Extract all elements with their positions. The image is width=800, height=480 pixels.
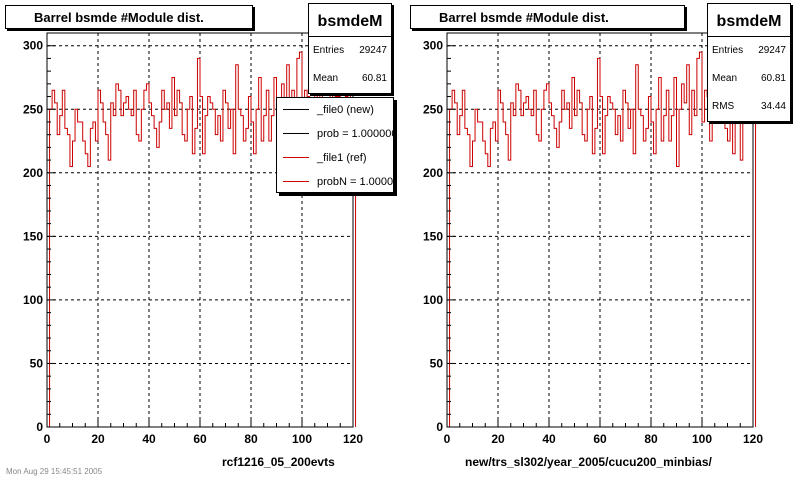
left-xtick-label-5: 100 <box>292 432 312 446</box>
left-stats-name: bsmdeM <box>309 4 391 37</box>
left-stats-mean-label: Mean <box>313 73 339 84</box>
right-stats-mean-row: Mean 60.81 <box>708 65 790 93</box>
right-stats-mean-value: 60.81 <box>760 73 786 84</box>
left-xtick-label-0: 0 <box>44 432 51 446</box>
left-pad: 0 20 40 60 80 100 120 0 50 100 150 200 250 300 Barrel… <box>5 3 394 469</box>
right-stats-entries-label: Entries <box>712 45 744 56</box>
right-stats-mean-label: Mean <box>712 73 738 84</box>
left-ytick-label-0: 0 <box>36 420 43 434</box>
footer-timestamp: Mon Aug 29 15:45:51 2005 <box>6 467 103 476</box>
right-stats-name: bsmdeM <box>708 4 790 37</box>
right-pad: 0 20 40 60 80 100 120 0 50 100 150 200 250 300 Barrel… <box>400 0 800 480</box>
legend-swatch-probn <box>283 181 309 182</box>
left-xtick-label-6: 120 <box>343 432 363 446</box>
right-ytick-label-0: 0 <box>436 420 443 434</box>
left-xtick-label-3: 60 <box>193 432 207 446</box>
legend-label-prob: prob = 1.000000 <box>317 128 394 140</box>
right-xtick-label-6: 120 <box>743 432 763 446</box>
left-ytick-label-1: 50 <box>30 356 44 370</box>
left-ytick-label-5: 250 <box>23 102 43 116</box>
left-legend: _file0 (new) prob = 1.000000 _file1 (ref… <box>276 97 394 193</box>
right-ytick-label-1: 50 <box>430 356 444 370</box>
legend-label-probn: probN = 1.000000 <box>317 176 394 188</box>
left-ytick-label-3: 150 <box>23 229 43 243</box>
right-ytick-label-3: 150 <box>423 229 443 243</box>
left-x-axis-label: rcf1216_05_200evts <box>222 455 335 469</box>
right-stats-rms-row: RMS 34.44 <box>708 93 790 121</box>
legend-swatch-prob <box>283 133 309 134</box>
left-xtick-label-4: 80 <box>244 432 258 446</box>
right-plot: 0 20 40 60 80 100 120 0 50 100 150 200 250 300 <box>423 32 763 446</box>
right-plot-title: Barrel bsmde #Module dist. <box>410 5 685 29</box>
legend-entry-prob: prob = 1.000000 <box>277 122 394 146</box>
right-stats-entries-value: 29247 <box>758 45 786 56</box>
left-stats-entries-value: 29247 <box>359 45 387 56</box>
right-xtick-label-1: 20 <box>491 432 505 446</box>
legend-swatch-file0 <box>283 109 309 110</box>
left-xtick-label-1: 20 <box>91 432 105 446</box>
left-stats-box: bsmdeM Entries 29247 Mean 60.81 <box>308 3 392 94</box>
legend-entry-probn: probN = 1.000000 <box>277 170 394 192</box>
right-stats-rms-value: 34.44 <box>760 101 786 112</box>
left-ytick-label-2: 100 <box>23 293 43 307</box>
left-stats-entries-label: Entries <box>313 45 345 56</box>
right-stats-box: bsmdeM Entries 29247 Mean 60.81 RMS 34.4… <box>707 3 791 122</box>
left-stats-mean-value: 60.81 <box>361 73 387 84</box>
legend-label-file0: _file0 (new) <box>317 104 374 116</box>
legend-entry-file0: _file0 (new) <box>277 98 393 122</box>
left-stats-entries-row: Entries 29247 <box>309 37 391 65</box>
right-xtick-label-4: 80 <box>644 432 658 446</box>
left-stats-mean-row: Mean 60.81 <box>309 65 391 93</box>
right-xtick-label-2: 40 <box>542 432 556 446</box>
right-xtick-label-5: 100 <box>692 432 712 446</box>
right-hist-line <box>447 51 757 428</box>
left-plot-title: Barrel bsmde #Module dist. <box>5 5 253 29</box>
right-ytick-label-6: 300 <box>423 39 443 53</box>
left-xtick-label-2: 40 <box>142 432 156 446</box>
left-ytick-label-4: 200 <box>23 166 43 180</box>
left-ytick-label-6: 300 <box>23 39 43 53</box>
right-ytick-label-5: 250 <box>423 102 443 116</box>
right-ytick-label-4: 200 <box>423 166 443 180</box>
legend-label-file1: _file1 (ref) <box>317 152 367 164</box>
right-xtick-label-0: 0 <box>444 432 451 446</box>
legend-entry-file1: _file1 (ref) <box>277 146 393 170</box>
right-ytick-label-2: 100 <box>423 293 443 307</box>
right-stats-entries-row: Entries 29247 <box>708 37 790 65</box>
right-stats-rms-label: RMS <box>712 101 735 112</box>
right-x-axis-label: new/trs_sl302/year_2005/cucu200_minbias/ <box>465 455 712 469</box>
legend-swatch-file1 <box>283 157 309 158</box>
right-xtick-label-3: 60 <box>593 432 607 446</box>
